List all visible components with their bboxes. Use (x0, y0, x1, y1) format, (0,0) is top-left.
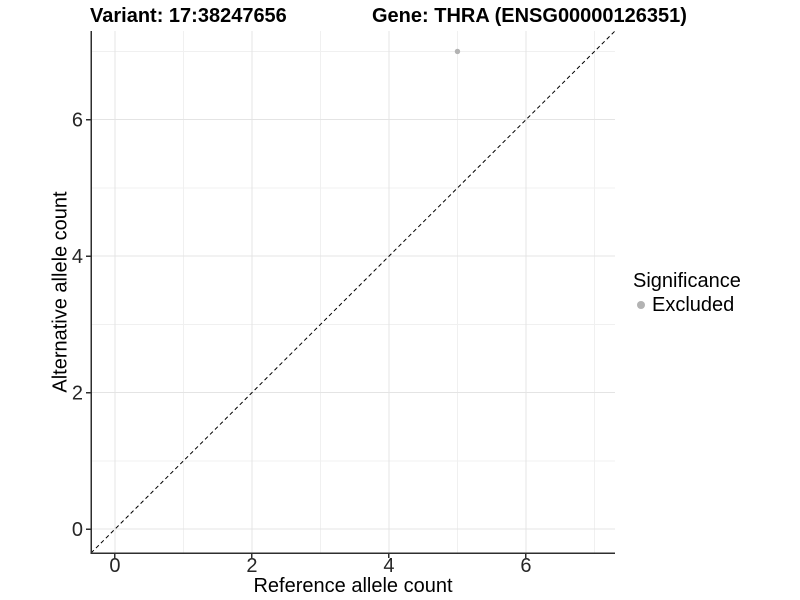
y-tick-label: 2 (72, 383, 83, 405)
identity-dashed-line (90, 30, 616, 554)
legend: Significance Excluded (631, 269, 741, 317)
y-axis-title: Alternative allele count (49, 191, 72, 393)
x-tick-label: 4 (383, 555, 394, 577)
y-tick-label: 4 (72, 246, 83, 268)
plot-title-gene: Gene: THRA (ENSG00000126351) (372, 5, 687, 27)
excluded-point-icon (637, 301, 645, 309)
plot-title-variant: Variant: 17:38247656 (90, 5, 287, 27)
x-tick-label: 6 (520, 555, 531, 577)
legend-title: Significance (633, 270, 741, 292)
x-axis-title: Reference allele count (253, 575, 453, 597)
legend-item-label: Excluded (652, 294, 735, 316)
x-tick-label: 0 (109, 555, 120, 577)
data-point (454, 48, 461, 55)
y-tick-label: 6 (72, 110, 83, 132)
x-tick-label: 2 (246, 555, 257, 577)
y-tick-label: 0 (72, 519, 83, 541)
legend-item-excluded: Excluded (637, 293, 741, 317)
